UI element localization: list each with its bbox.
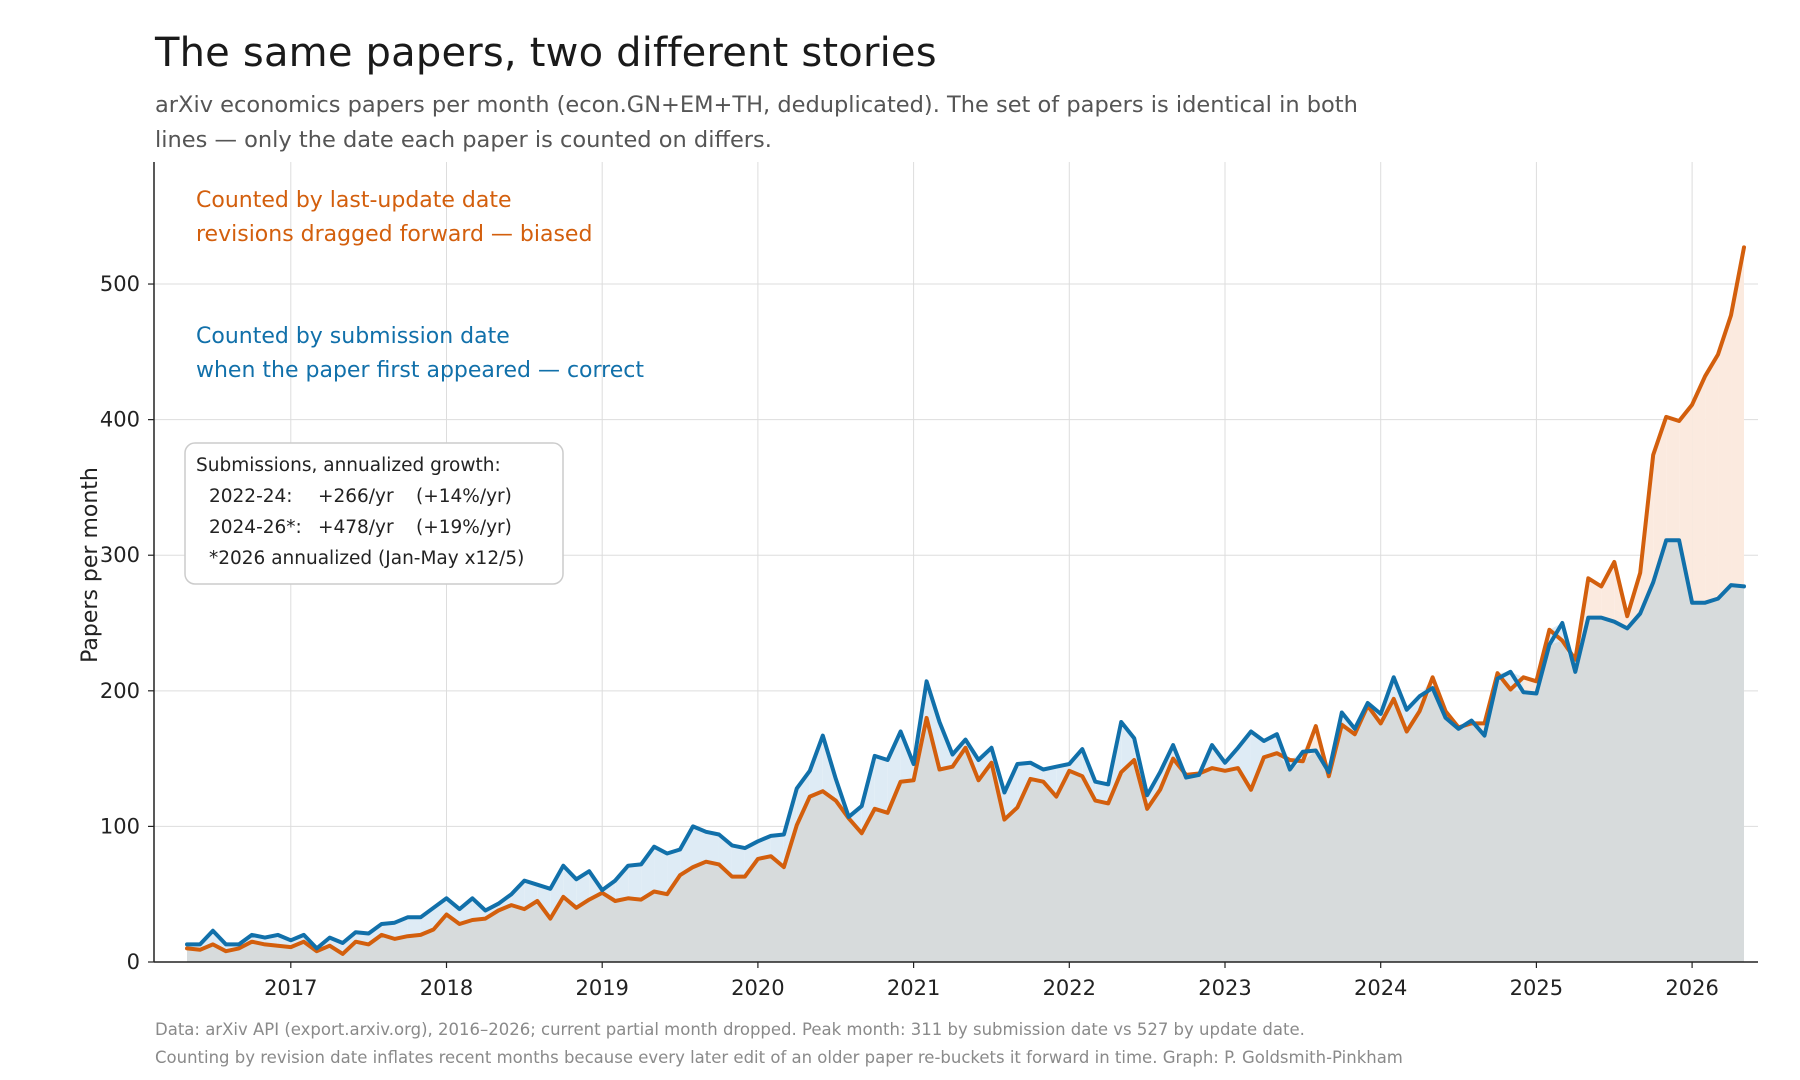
gap-fill-segment: [693, 826, 706, 868]
y-tick-label-400: 400: [100, 408, 140, 432]
y-tick-label-500: 500: [100, 272, 140, 296]
stats-row-1-abs: +266/yr: [318, 486, 394, 507]
y-axis-label: Papers per month: [78, 467, 103, 663]
stats-row-2-abs: +478/yr: [318, 517, 394, 538]
gap-fill-segment: [550, 865, 564, 919]
chart-title: The same papers, two different stories: [155, 30, 937, 76]
gap-fill-segment: [602, 880, 616, 901]
stats-row-1-pct: (+14%/yr): [416, 486, 512, 507]
gap-fill-segment: [667, 849, 681, 895]
gap-fill-segment: [680, 826, 694, 876]
y-tick-label-100: 100: [100, 814, 140, 838]
stats-box-frame: [184, 442, 564, 585]
legend-annotations: Counted by last-update date revisions dr…: [196, 188, 644, 383]
gap-fill-segment: [887, 731, 901, 813]
gap-fill-segment: [1095, 781, 1109, 804]
gap-fill-segment: [1653, 416, 1667, 583]
gap-fill-segment: [1069, 749, 1083, 777]
series-line-update-date: [185, 245, 1746, 956]
gap-fill-segment: [628, 864, 642, 900]
gap-fill-segment: [1030, 762, 1044, 782]
submission-series-annotation-line1: Counted by submission date: [196, 324, 510, 349]
gap-fill-segment: [654, 846, 668, 895]
gap-fill-segment: [1718, 315, 1732, 599]
x-tick-label-2024: 2024: [1354, 976, 1407, 1000]
x-tick-label-2026: 2026: [1665, 976, 1718, 1000]
gap-fill-segment: [1731, 247, 1744, 587]
gap-fill-segment: [1601, 562, 1615, 622]
gap-fill-segment: [576, 871, 590, 908]
gap-fill-segment: [874, 755, 888, 813]
x-tick-label-2023: 2023: [1198, 976, 1251, 1000]
axes: [153, 162, 1758, 963]
gap-fill-segment: [446, 898, 460, 925]
stats-box-title: Submissions, annualized growth:: [196, 455, 501, 476]
x-axis-ticks: 2017 2018 2019 2020 2021 2022 2023 2024 2025 2026: [264, 962, 1719, 1000]
update-series-annotation-line1: Counted by last-update date: [196, 188, 512, 213]
footer-line-1: Data: arXiv API (export.arxiv.org), 2016…: [155, 1020, 1305, 1039]
y-tick-label-0: 0: [127, 950, 140, 974]
stats-box-note: *2026 annualized (Jan-May x12/5): [209, 548, 524, 569]
gap-fill-segment: [1004, 764, 1018, 820]
submission-series-annotation-line2: when the paper first appeared — correct: [196, 358, 644, 383]
gap-fill-segment: [1692, 376, 1706, 603]
gap-fill-segment: [978, 747, 992, 781]
growth-stats-box: Submissions, annualized growth: 2022-24:…: [184, 442, 564, 585]
gap-fill-segment: [744, 841, 758, 877]
gap-fill-segment: [926, 681, 940, 770]
x-tick-label-2025: 2025: [1510, 976, 1563, 1000]
gap-fill-segment: [420, 907, 434, 935]
gap-fill-segment: [368, 924, 382, 945]
stats-row-1-label: 2022-24:: [209, 486, 293, 507]
stats-row-2-pct: (+19%/yr): [416, 517, 512, 538]
gap-fill-segment: [615, 865, 629, 901]
update-series-annotation-line2: revisions dragged forward — biased: [196, 222, 592, 247]
gap-fill-segment: [783, 788, 797, 868]
gap-fill-segment: [706, 831, 719, 865]
gap-fill-segment: [1588, 578, 1602, 618]
chart-subtitle: arXiv economics papers per month (econ.G…: [155, 92, 1358, 153]
y-tick-label-200: 200: [100, 679, 140, 703]
x-tick-label-2019: 2019: [575, 976, 628, 1000]
gap-fill-segment: [407, 917, 421, 937]
gap-fill-segment: [1250, 731, 1264, 790]
gap-fill-segment: [809, 735, 823, 797]
chart-footer: Data: arXiv API (export.arxiv.org), 2016…: [155, 1016, 1403, 1072]
stats-row-2-label: 2024-26*:: [209, 517, 302, 538]
x-tick-label-2020: 2020: [731, 976, 784, 1000]
gap-fill-segment: [731, 845, 745, 877]
footer-line-2: Counting by revision date inflates recen…: [155, 1048, 1403, 1067]
gap-fill-segment: [1705, 354, 1719, 603]
y-tick-label-300: 300: [100, 543, 140, 567]
gap-fill-segment: [1406, 696, 1420, 732]
x-tick-label-2022: 2022: [1043, 976, 1096, 1000]
y-axis-ticks: 0 100 200 300 400 500: [100, 272, 154, 974]
x-tick-label-2018: 2018: [420, 976, 473, 1000]
gap-fill-segment: [537, 884, 551, 919]
x-tick-label-2021: 2021: [887, 976, 940, 1000]
gap-fill-segment: [1043, 766, 1057, 797]
x-tick-label-2017: 2017: [264, 976, 317, 1000]
gap-fill-segment: [459, 898, 473, 925]
gap-fill-segment: [848, 806, 862, 834]
series-lines: [185, 245, 1746, 956]
gap-fill-segment: [1666, 416, 1680, 541]
series-line-submission-date: [185, 538, 1746, 951]
area-fills: [187, 247, 1744, 962]
gap-fill-segment: [511, 880, 525, 910]
